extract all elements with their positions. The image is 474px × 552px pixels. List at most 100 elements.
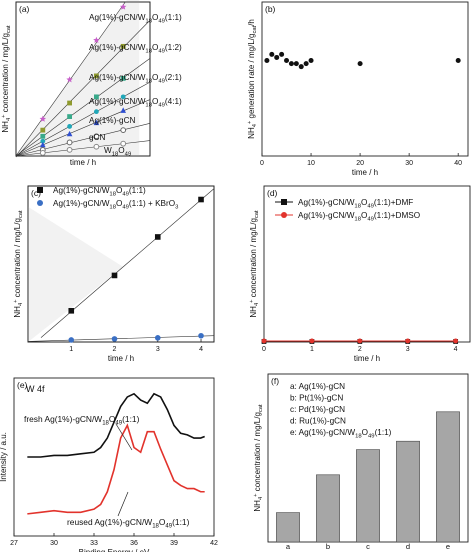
text-span: W: [138, 43, 146, 52]
bar: [396, 440, 420, 543]
data-point: [40, 127, 46, 133]
text-span: NH: [1, 121, 10, 133]
x-axis-label: time / h: [70, 158, 96, 167]
data-point: [269, 51, 275, 57]
data-point: [274, 54, 280, 60]
text-span: 49: [115, 420, 122, 426]
legend-label: c: Pd(1%)-gCN: [290, 405, 345, 414]
text-span: O: [152, 13, 158, 22]
x-tick-label: 4: [199, 346, 203, 353]
text-span: (1:1)+DMF: [374, 198, 413, 207]
text-span: W: [104, 146, 112, 155]
data-point: [298, 64, 304, 70]
data-point: [39, 150, 46, 156]
text-span: cat: [6, 25, 12, 33]
data-point: [357, 338, 363, 344]
data-point: [284, 58, 290, 64]
text-span: O: [118, 146, 124, 155]
x-tick-label: 1: [310, 346, 314, 353]
text-span: concentration / mg/L/: [253, 416, 262, 494]
data-point: [119, 3, 127, 10]
data-point: [154, 335, 161, 341]
x-tick-label: 20: [356, 160, 364, 167]
text-span: 49: [122, 204, 129, 210]
panel-f: NH4+​ concentration / mg/L/gcat​ (f) a b c d e…: [253, 373, 469, 551]
data-point: [66, 139, 73, 146]
text-span: 49: [125, 151, 132, 157]
text-span: fresh Ag(1%)-gCN/: [24, 414, 95, 424]
x-tick-label: 39: [170, 540, 178, 547]
text-span: W: [102, 186, 110, 195]
text-span: 4: [6, 117, 12, 121]
x-tick-label: 30: [50, 540, 58, 547]
data-point: [93, 143, 100, 150]
x-tick-label: b: [326, 542, 330, 551]
data-point: [67, 100, 72, 106]
text-span: 3: [175, 204, 179, 210]
text-span: Ag(1%)-gCN/: [89, 43, 138, 52]
y-axis-label: NH4+​ concentration / mg/L/gcat​: [13, 210, 24, 318]
data-point: [357, 61, 363, 67]
series-label: fresh Ag(1%)-gCN/W18O49​(1:1): [24, 414, 140, 426]
panel-e: 27 30 33 36 39 42 Binding Energy / eV Intensity…: [0, 377, 218, 552]
x-tick-label: 0: [260, 160, 264, 167]
text-span: gCN: [89, 133, 105, 142]
text-span: generation rate / mg/L/: [247, 37, 256, 120]
text-span: /h: [247, 19, 256, 26]
data-point: [120, 107, 126, 113]
text-span: Intensity / a.u.: [0, 432, 8, 482]
data-point: [93, 36, 100, 43]
text-span: 49: [158, 18, 165, 24]
data-point: [66, 146, 73, 153]
data-point: [120, 94, 126, 100]
text-span: Ag(1%)-gCN/: [89, 13, 138, 22]
text-span: Ag(1%)-gCN/: [53, 186, 102, 195]
text-span: Ag(1%)-gCN/: [89, 73, 138, 82]
text-span: 18: [355, 433, 362, 439]
text-span: (4:1): [165, 97, 182, 106]
text-span: cat: [252, 25, 258, 33]
data-point: [453, 338, 459, 344]
x-tick-label: 30: [405, 160, 413, 167]
panel-tag: (a): [19, 4, 30, 14]
panel-d: 0 1 2 3 4 time / h NH4+​ concentration / mg/L/…: [249, 185, 471, 363]
x-tick-label: 42: [210, 540, 218, 547]
text-span: 49: [367, 216, 374, 222]
text-span: NH: [249, 306, 258, 318]
series-label: Ag(1%)-gCN/W18O49​(4:1): [89, 97, 182, 108]
text-span: Ag(1%)-gCN/: [89, 97, 138, 106]
series-label: gCN: [89, 133, 105, 142]
x-tick-label: 4: [454, 346, 458, 353]
data-point: [405, 338, 411, 344]
text-span: 18: [102, 420, 109, 426]
text-span: 49: [158, 102, 165, 108]
x-tick-label: 2: [113, 346, 117, 353]
data-point: [40, 133, 46, 139]
text-span: 49: [158, 48, 165, 54]
x-tick-label: a: [286, 542, 291, 551]
text-span: 18: [145, 78, 152, 84]
text-span: O: [362, 428, 368, 437]
legend-label: Ag(1%)-gCN/W18O49​(1:1)+DMF: [298, 198, 413, 209]
data-point: [264, 58, 270, 64]
panel-tag: (f): [271, 376, 279, 386]
data-point: [68, 337, 75, 343]
series-label: Ag(1%)-gCN/W18O49​(2:1): [89, 73, 182, 84]
text-span: 18: [152, 523, 159, 529]
plot-frame: [27, 185, 215, 343]
legend-marker: [281, 212, 287, 218]
legend-label: e: Ag(1%)-gCN/W18O49​(1:1): [290, 428, 392, 439]
text-span: (1:2): [165, 43, 182, 52]
text-span: 4: [254, 302, 260, 306]
text-span: O: [361, 211, 367, 220]
data-point: [198, 332, 204, 339]
text-span: 49: [368, 433, 375, 439]
series-line: [27, 423, 205, 515]
plot-frame: [13, 377, 215, 537]
text-span: +: [247, 120, 253, 124]
text-span: +: [253, 493, 259, 497]
x-tick-label: 2: [358, 346, 362, 353]
data-point: [288, 61, 294, 67]
series-label: reused Ag(1%)-gCN/W18O49​(1:1): [67, 517, 190, 529]
